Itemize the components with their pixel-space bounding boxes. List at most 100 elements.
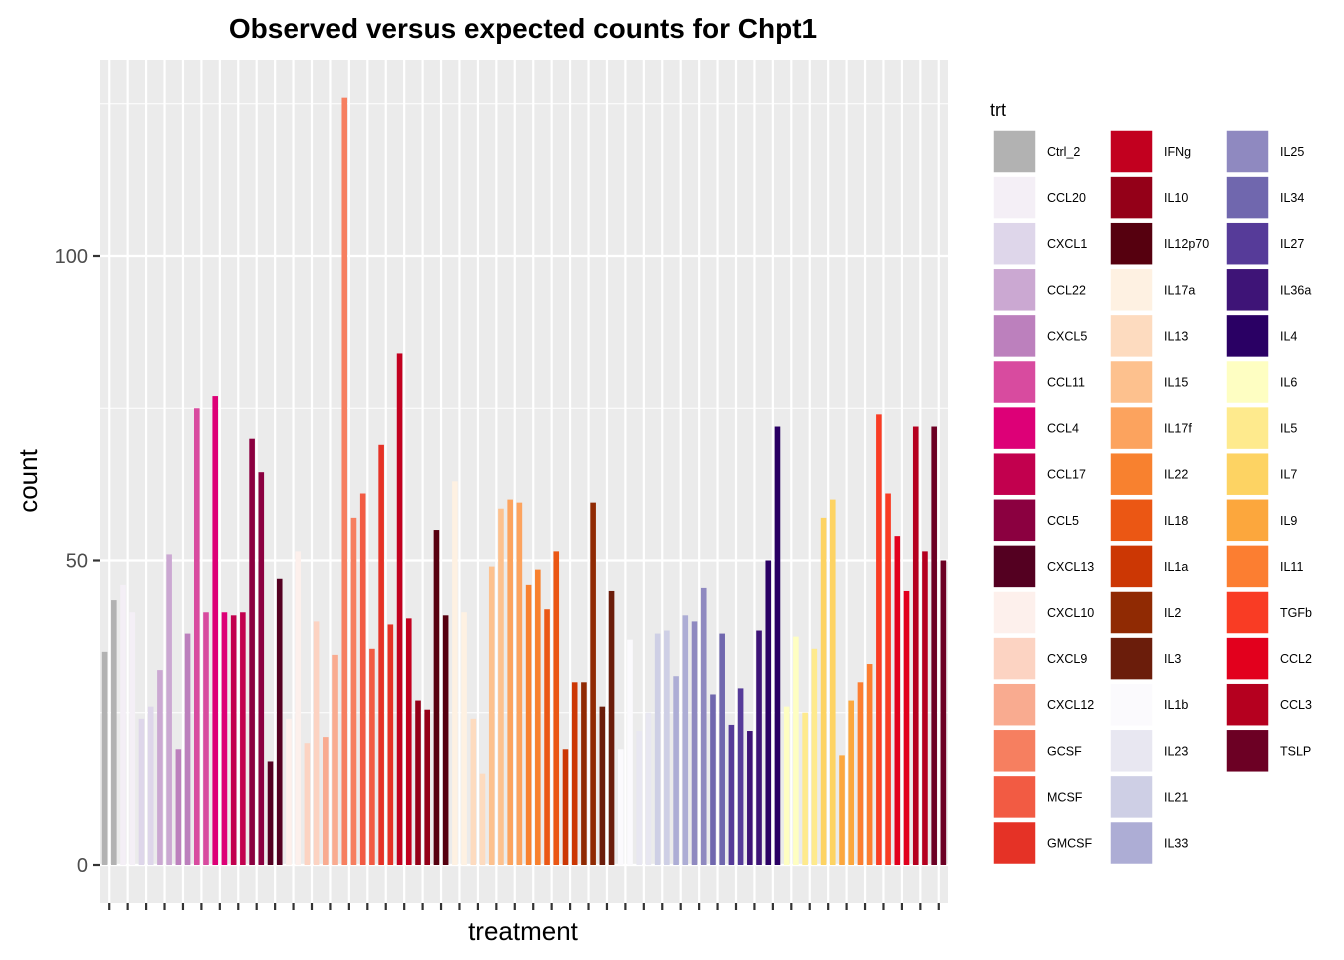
legend: Ctrl_2 CCL20 CXCL1 CCL22 CXCL5 CCL11 CCL4 CCL17… <box>992 129 1312 866</box>
legend-label-IL21: IL21 <box>1164 790 1188 804</box>
legend-key-IL36a <box>1225 267 1270 313</box>
legend-label-TGFb: TGFb <box>1280 606 1312 620</box>
legend-key-IL33 <box>1109 820 1154 866</box>
legend-label-CCL22: CCL22 <box>1047 283 1086 297</box>
legend-key-CXCL10 <box>992 590 1037 635</box>
bar-IL11-2 <box>866 664 873 865</box>
bar-IL21-2 <box>664 630 670 865</box>
bar-IL25-2 <box>700 587 707 865</box>
legend-key-IL12p70 <box>1109 221 1154 266</box>
bar-IL6-2 <box>793 636 799 866</box>
legend-key-GCSF <box>992 728 1037 774</box>
legend-label-IL27: IL27 <box>1280 237 1304 251</box>
legend-label-IL2: IL2 <box>1164 606 1181 620</box>
x-axis-title: treatment <box>468 916 579 946</box>
bar-TSLP-2 <box>940 560 947 865</box>
legend-key-CCL11 <box>992 359 1037 405</box>
legend-label-IL9: IL9 <box>1280 514 1297 528</box>
bar-IL15-2 <box>498 508 504 865</box>
bar-IL13-2 <box>479 773 486 865</box>
bar-IL3-1 <box>599 706 606 865</box>
major-gridlines <box>100 60 948 903</box>
bar-CCL4-2 <box>221 612 228 865</box>
bar-GMCSF-1 <box>378 444 384 865</box>
legend-label-IL17f: IL17f <box>1164 422 1192 436</box>
legend-label-IL3: IL3 <box>1164 652 1181 666</box>
bar-CCL5-1 <box>249 438 255 865</box>
legend-label-IL15: IL15 <box>1164 376 1188 390</box>
legend-label-CCL20: CCL20 <box>1047 191 1086 205</box>
legend-label-IL1b: IL1b <box>1164 698 1188 712</box>
legend-key-CCL3 <box>1225 682 1270 727</box>
axes: 0 50 100 <box>55 246 940 910</box>
legend-key-TGFb <box>1225 590 1270 635</box>
bar-IL6-1 <box>783 706 790 865</box>
bar-IL36a-2 <box>756 630 762 865</box>
legend-key-IL34 <box>1225 175 1270 220</box>
legend-key-IL3 <box>1109 636 1154 681</box>
bar-IL1b-2 <box>627 639 633 865</box>
bar-IL1b-1 <box>617 749 624 865</box>
bar-IL10-2 <box>424 709 431 865</box>
bar-TGFb-2 <box>885 493 891 865</box>
bar-IL5-1 <box>802 712 808 865</box>
bar-CXCL5-2 <box>184 633 191 865</box>
legend-label-CCL2: CCL2 <box>1280 652 1312 666</box>
legend-key-IL13 <box>1109 313 1154 359</box>
legend-label-IL17a: IL17a <box>1164 283 1195 297</box>
legend-label-IL6: IL6 <box>1280 376 1297 390</box>
bar-TSLP-1 <box>931 426 937 865</box>
bar-IL3-2 <box>608 590 615 865</box>
legend-key-IL2 <box>1109 590 1154 635</box>
legend-key-IL10 <box>1109 175 1154 220</box>
bar-IL34-2 <box>719 633 725 865</box>
bar-IL21-1 <box>654 633 661 865</box>
bar-CCL2-2 <box>903 590 910 865</box>
bar-CCL3-1 <box>912 426 919 865</box>
bar-IL22-1 <box>525 584 532 865</box>
legend-label-IL33: IL33 <box>1164 837 1188 851</box>
bar-CCL17-1 <box>230 615 237 865</box>
legend-label-CCL5: CCL5 <box>1047 514 1079 528</box>
legend-key-CCL22 <box>992 267 1037 313</box>
bar-IL9-1 <box>839 755 845 865</box>
bar-IL36a-1 <box>747 731 753 865</box>
bar-GCSF-2 <box>350 517 357 865</box>
bar-CXCL12-1 <box>323 737 329 865</box>
legend-key-IL22 <box>1109 451 1154 497</box>
bar-CCL5-2 <box>258 472 265 865</box>
legend-key-IL5 <box>1225 405 1270 451</box>
bar-IL22-2 <box>535 569 541 865</box>
bar-CCL3-2 <box>922 551 928 865</box>
bar-IL25-1 <box>691 621 698 865</box>
legend-key-CXCL9 <box>992 636 1037 681</box>
legend-key-IL18 <box>1109 498 1154 543</box>
legend-label-CXCL13: CXCL13 <box>1047 560 1094 574</box>
bar-CXCL12-2 <box>332 654 338 865</box>
legend-key-CCL20 <box>992 175 1037 220</box>
legend-label-CCL17: CCL17 <box>1047 468 1086 482</box>
bar-CXCL1-2 <box>147 706 154 865</box>
bar-IL23-1 <box>636 731 643 865</box>
bar-GCSF-1 <box>341 97 348 865</box>
bars <box>101 97 947 866</box>
bar-TGFb-1 <box>876 414 882 865</box>
legend-key-IL11 <box>1225 544 1270 589</box>
legend-label-IL1a: IL1a <box>1164 560 1188 574</box>
legend-label-IL11: IL11 <box>1280 560 1303 574</box>
bar-IL1a-1 <box>562 749 569 865</box>
bar-IL13-1 <box>470 718 477 865</box>
legend-label-IL10: IL10 <box>1164 191 1188 205</box>
bar-CXCL5-1 <box>175 749 182 865</box>
legend-key-IL4 <box>1225 313 1270 359</box>
legend-key-CXCL5 <box>992 313 1037 359</box>
bar-CCL20-1 <box>120 584 126 865</box>
bar-IFNg-2 <box>405 618 412 865</box>
legend-key-IL6 <box>1225 359 1270 405</box>
bar-CCL4-1 <box>212 396 219 865</box>
legend-label-IL34: IL34 <box>1280 191 1304 205</box>
legend-key-CCL5 <box>992 498 1037 543</box>
y-tick-label: 50 <box>66 551 88 573</box>
legend-key-CXCL1 <box>992 221 1037 266</box>
legend-key-IL9 <box>1225 498 1270 543</box>
